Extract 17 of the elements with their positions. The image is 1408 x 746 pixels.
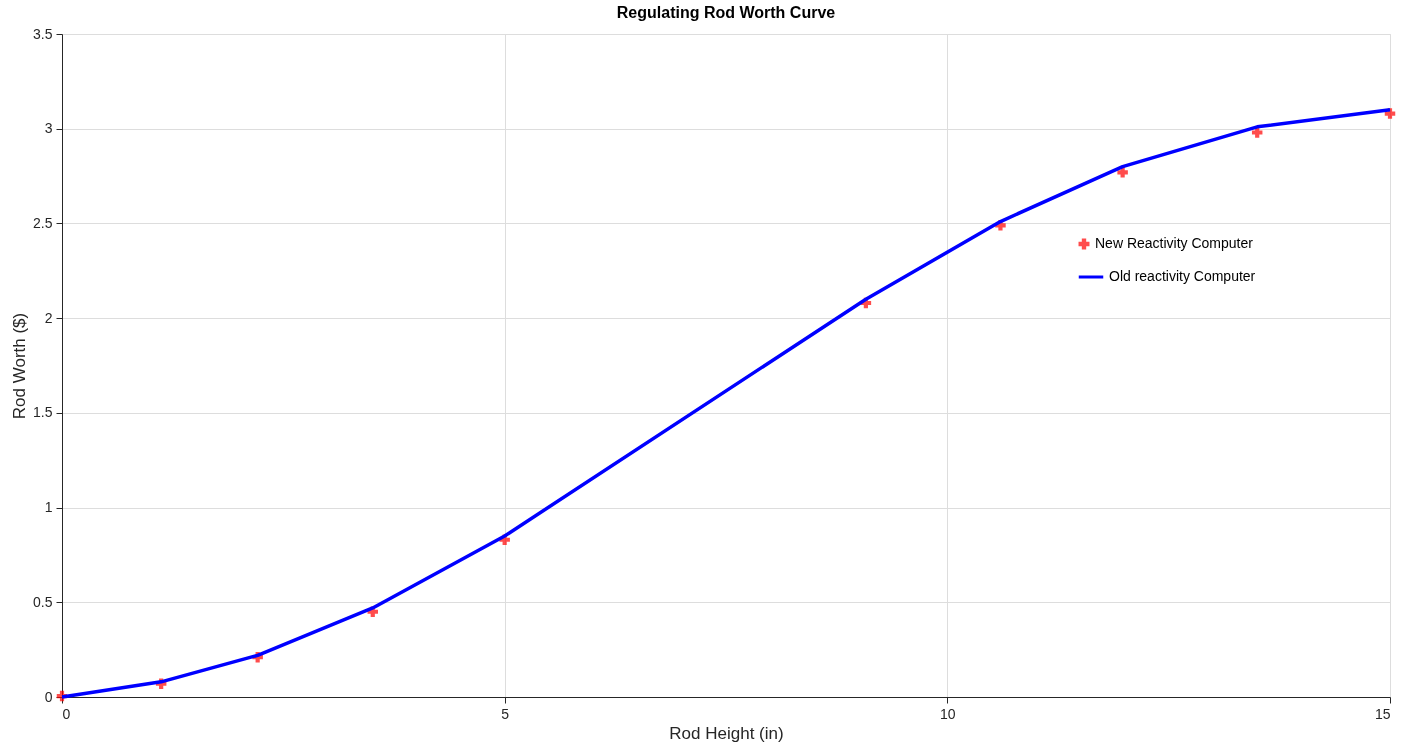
y-tick-label: 2 (44, 309, 53, 326)
y-tick-label: 3.5 (33, 25, 53, 42)
y-tick-label: 0.5 (33, 593, 53, 610)
x-axis-title: Rod Height (in) (669, 723, 784, 743)
y-tick-label: 3 (44, 120, 53, 137)
y-tick-label: 1 (44, 499, 53, 516)
x-tick-label: 0 (62, 705, 71, 722)
y-axis-title: Rod Worth ($) (10, 312, 30, 420)
x-tick-label: 10 (940, 705, 956, 722)
legend-label: Old reactivity Computer (1109, 268, 1256, 284)
legend-label: New Reactivity Computer (1095, 235, 1254, 251)
x-tick-label: 15 (1374, 705, 1391, 722)
y-tick-label: 0 (44, 688, 53, 705)
y-tick-label: 1.5 (33, 404, 53, 421)
y-tick-label: 2.5 (33, 214, 53, 231)
x-tick-label: 5 (501, 705, 510, 722)
chart-title: Regulating Rod Worth Curve (616, 4, 836, 21)
